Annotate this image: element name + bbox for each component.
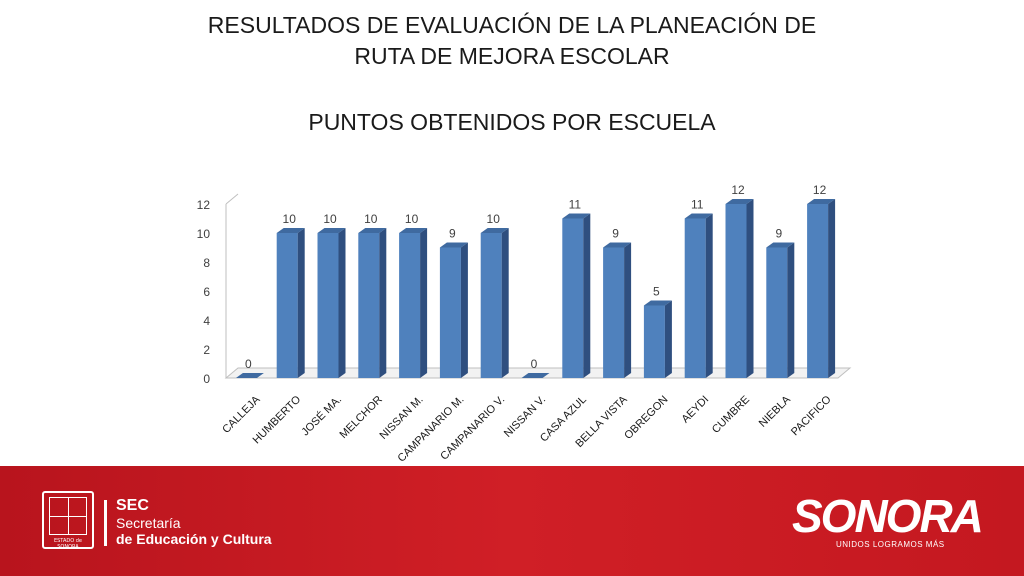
bar-top <box>684 213 713 219</box>
data-label: 9 <box>449 227 456 241</box>
bar-side <box>297 228 305 378</box>
bar-top <box>643 300 672 306</box>
sonora-tagline: UNIDOS LOGRAMOS MÁS <box>836 540 945 549</box>
bar-side <box>460 242 468 378</box>
bar <box>725 204 747 378</box>
sec-name-line2: de Educación y Cultura <box>116 531 272 547</box>
bar <box>358 233 380 378</box>
chart-subtitle: PUNTOS OBTENIDOS POR ESCUELA <box>308 109 716 135</box>
y-tick-label: 6 <box>203 285 210 299</box>
y-tick-label: 0 <box>203 372 210 386</box>
bar-side <box>379 228 387 378</box>
category-label: AEYDI <box>679 394 711 426</box>
bar-side <box>664 300 672 378</box>
bar-top <box>399 228 428 233</box>
footer-separator <box>104 500 107 546</box>
seal-quadrants <box>49 497 87 535</box>
bar <box>276 233 298 378</box>
y-tick-label: 8 <box>203 256 210 270</box>
bar-side <box>501 228 509 378</box>
data-label: 10 <box>283 212 297 226</box>
sec-name-line1: Secretaría <box>116 515 181 531</box>
data-label: 11 <box>691 198 704 212</box>
bar-zero <box>235 373 264 378</box>
bar <box>562 218 584 378</box>
category-label: NIEBLA <box>757 393 794 430</box>
bar-side <box>624 242 632 378</box>
seal-text: ESTADO de SONORA <box>53 538 83 550</box>
y-tick-label: 10 <box>197 227 211 241</box>
bar <box>643 305 665 378</box>
bar <box>684 218 706 378</box>
y-axis-top-edge <box>225 193 239 205</box>
bar <box>603 247 625 378</box>
data-label: 10 <box>364 212 378 226</box>
data-label: 0 <box>531 357 538 371</box>
bar <box>399 233 421 378</box>
bar-top <box>725 199 754 204</box>
category-label: PACIFICO <box>789 393 834 438</box>
y-tick-label: 4 <box>203 314 210 328</box>
bar-side <box>583 213 591 378</box>
data-label: 0 <box>245 357 252 371</box>
bar-top <box>276 228 305 233</box>
data-label: 10 <box>487 212 501 226</box>
bar <box>807 204 829 378</box>
bar <box>766 247 788 378</box>
footer-banner <box>0 466 1024 576</box>
chart-title-line2: RUTA DE MEJORA ESCOLAR <box>354 43 670 69</box>
data-label: 10 <box>323 212 337 226</box>
chart-title-line1: RESULTADOS DE EVALUACIÓN DE LA PLANEACIÓ… <box>207 12 817 38</box>
bar-top <box>317 228 346 233</box>
bar-top <box>480 228 509 233</box>
bar-side <box>787 242 795 378</box>
bar-side <box>338 228 346 378</box>
bar-side <box>705 213 713 378</box>
bar-top <box>807 199 836 204</box>
bar-side <box>420 228 428 378</box>
bar-top <box>562 213 591 219</box>
data-label: 11 <box>569 198 582 212</box>
sec-abbrev: SEC <box>116 497 149 514</box>
y-tick-label: 2 <box>203 343 210 357</box>
category-label: CUMBRE <box>710 394 752 436</box>
state-seal-icon: ESTADO de SONORA <box>42 491 94 550</box>
bar-zero <box>521 373 550 378</box>
bar-top <box>603 242 632 248</box>
bar-top <box>766 242 795 248</box>
bar-top <box>358 228 387 233</box>
sonora-brand-logo: SONORA <box>792 490 984 542</box>
bar-top <box>439 242 468 248</box>
sec-logo-text: SEC Secretaría de Educación y Cultura <box>116 497 272 547</box>
bar <box>317 233 339 378</box>
category-label: OBREGON <box>622 394 670 442</box>
data-label: 9 <box>612 227 619 241</box>
bar <box>480 233 502 378</box>
y-tick-label: 12 <box>197 198 211 212</box>
bar <box>439 247 461 378</box>
bar-side <box>746 199 754 378</box>
data-label: 12 <box>731 183 745 197</box>
bar-side <box>828 199 836 378</box>
data-label: 10 <box>405 212 419 226</box>
data-label: 5 <box>653 285 660 299</box>
data-label: 12 <box>813 183 827 197</box>
category-label: CALLEJA <box>220 393 263 436</box>
data-label: 9 <box>775 227 782 241</box>
